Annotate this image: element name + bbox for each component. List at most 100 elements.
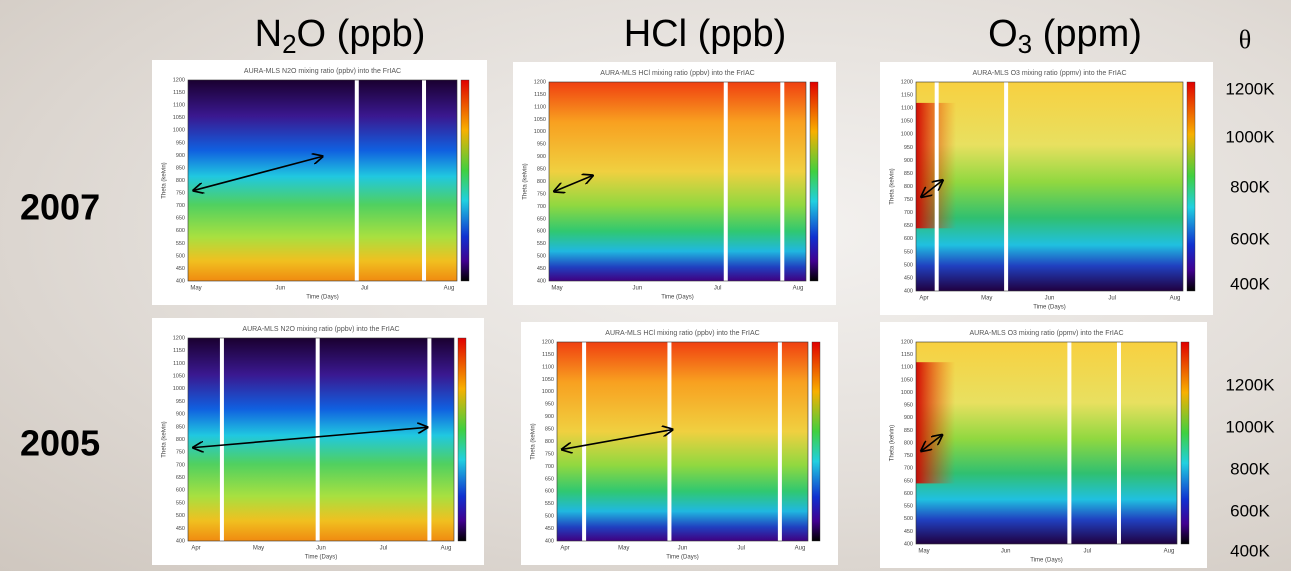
y-tick-label: 550	[904, 504, 913, 510]
x-tick-label: Jun	[275, 286, 285, 292]
contour-fill	[188, 338, 454, 541]
y-tick-label: 1000	[901, 132, 913, 138]
column-header: N2O (ppb)	[255, 13, 426, 59]
header-part: 2	[282, 29, 296, 59]
theta-label: 1000K	[1225, 127, 1275, 146]
y-tick-label: 550	[176, 500, 185, 506]
colorbar	[1186, 81, 1196, 292]
x-tick-label: Jun	[316, 546, 326, 552]
x-axis-label: Time (Days)	[306, 295, 338, 301]
y-tick-label: 700	[545, 464, 554, 470]
y-tick-label: 800	[904, 440, 913, 446]
theta-label: 600K	[1230, 229, 1270, 248]
data-gap	[1116, 342, 1121, 544]
y-tick-label: 400	[176, 538, 185, 544]
plot-panel: AURA-MLS O3 mixing ratio (ppmv) into the…	[880, 322, 1207, 568]
y-tick-label: 600	[904, 236, 913, 242]
y-axis-label: Theta (kelvin)	[162, 162, 168, 198]
y-tick-label: 1050	[173, 115, 185, 121]
y-tick-label: 550	[545, 501, 554, 507]
contour-fill	[549, 82, 806, 281]
x-tick-label: Jul	[714, 286, 722, 292]
y-tick-label: 1000	[534, 129, 546, 135]
data-gap	[780, 82, 785, 281]
colorbar	[1180, 341, 1190, 545]
y-tick-label: 850	[904, 171, 913, 177]
plot-frame	[187, 337, 455, 542]
y-tick-label: 400	[537, 278, 546, 284]
y-tick-label: 1150	[901, 352, 913, 358]
y-tick-label: 900	[545, 414, 554, 420]
y-tick-label: 700	[176, 203, 185, 209]
y-tick-label: 1050	[173, 374, 185, 380]
theta-label: 800K	[1230, 459, 1270, 478]
plot-frame	[556, 341, 809, 542]
arrow	[554, 176, 593, 192]
data-gap	[219, 338, 224, 541]
arrow	[921, 435, 942, 451]
plot-panel: AURA-MLS HCl mixing ratio (ppbv) into th…	[513, 62, 836, 305]
y-tick-label: 750	[176, 191, 185, 197]
y-axis-label: Theta (kelvin)	[523, 163, 529, 199]
x-tick-label: Aug	[1164, 549, 1175, 555]
y-tick-label: 900	[176, 412, 185, 418]
data-gap	[315, 338, 320, 541]
x-tick-label: Aug	[793, 286, 804, 292]
data-gap	[1004, 82, 1009, 291]
y-tick-label: 1200	[173, 77, 185, 83]
plot-panel: AURA-MLS N2O mixing ratio (ppbv) into th…	[152, 60, 487, 305]
y-tick-label: 450	[904, 275, 913, 281]
theta-label: 400K	[1230, 274, 1270, 293]
x-tick-label: Jun	[678, 546, 688, 552]
header-part: 3	[1018, 29, 1032, 59]
y-tick-label: 650	[904, 223, 913, 229]
x-tick-label: May	[918, 549, 929, 555]
y-tick-label: 650	[537, 216, 546, 222]
arrow	[193, 156, 322, 190]
y-tick-label: 700	[904, 210, 913, 216]
x-tick-label: Jul	[1108, 296, 1116, 302]
y-tick-label: 1150	[542, 352, 554, 358]
colorbar	[460, 79, 470, 282]
y-tick-label: 450	[904, 529, 913, 535]
x-axis-label: Time (Days)	[1033, 305, 1065, 311]
data-gap	[354, 80, 359, 281]
data-gap	[1067, 342, 1072, 544]
x-tick-label: Jul	[380, 546, 388, 552]
y-tick-label: 400	[904, 288, 913, 294]
y-tick-label: 900	[176, 153, 185, 159]
y-tick-label: 400	[904, 541, 913, 547]
colorbar	[457, 337, 467, 542]
y-tick-label: 550	[904, 249, 913, 255]
y-tick-label: 1000	[901, 390, 913, 396]
y-tick-label: 850	[176, 424, 185, 430]
data-gap	[723, 82, 728, 281]
x-tick-label: Aug	[1170, 296, 1181, 302]
y-tick-label: 700	[537, 204, 546, 210]
y-tick-label: 600	[176, 228, 185, 234]
y-tick-label: 950	[176, 140, 185, 146]
y-tick-label: 1100	[901, 365, 913, 371]
x-tick-label: May	[253, 546, 264, 552]
y-tick-label: 800	[537, 179, 546, 185]
x-tick-label: Aug	[444, 286, 455, 292]
data-gap	[667, 342, 672, 541]
y-tick-label: 650	[176, 216, 185, 222]
y-tick-label: 850	[176, 165, 185, 171]
y-axis-label: Theta (kelvin)	[162, 421, 168, 457]
y-tick-label: 600	[904, 491, 913, 497]
y-tick-label: 1050	[534, 117, 546, 123]
y-tick-label: 1200	[534, 79, 546, 85]
y-tick-label: 450	[545, 526, 554, 532]
y-tick-label: 1200	[542, 339, 554, 345]
y-tick-label: 750	[904, 197, 913, 203]
theta-label: 600K	[1230, 501, 1270, 520]
plot-title: AURA-MLS O3 mixing ratio (ppmv) into the…	[969, 330, 1123, 337]
x-tick-label: May	[551, 286, 562, 292]
y-tick-label: 600	[545, 489, 554, 495]
y-tick-label: 1050	[901, 119, 913, 125]
y-tick-label: 550	[537, 241, 546, 247]
y-tick-label: 400	[176, 278, 185, 284]
x-tick-label: Jul	[1083, 549, 1091, 555]
y-tick-label: 1000	[542, 389, 554, 395]
